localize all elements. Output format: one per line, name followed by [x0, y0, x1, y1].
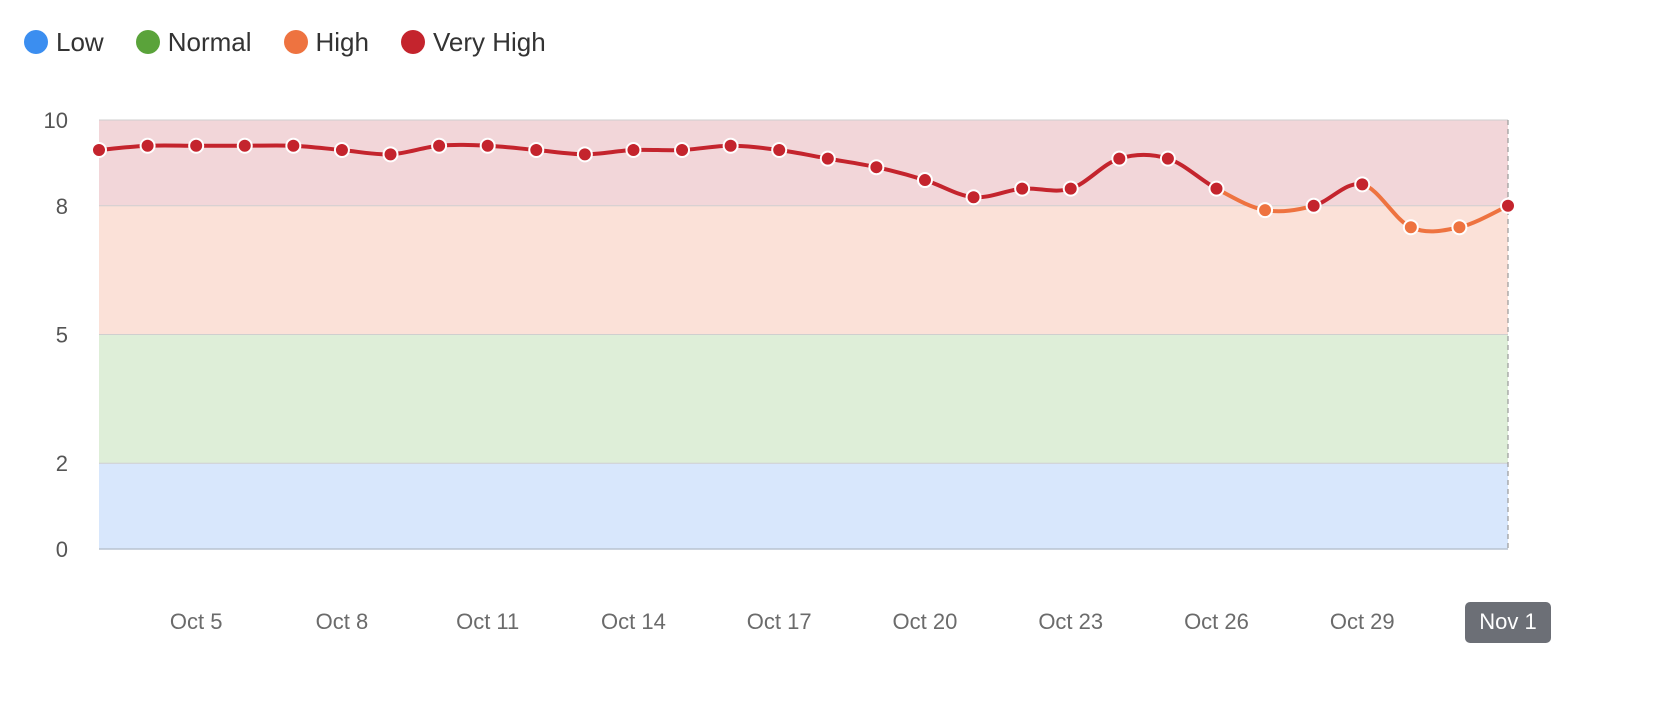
y-tick-label: 5 [56, 323, 68, 348]
legend-label-low: Low [56, 26, 104, 57]
legend-dot-low [24, 30, 48, 54]
band-normal [99, 334, 1508, 464]
legend-item-very-high[interactable]: Very High [400, 26, 546, 58]
highlight-chip [1465, 602, 1551, 643]
data-point[interactable] [771, 142, 788, 159]
highlight-label: Nov 1 [1479, 609, 1536, 634]
data-point[interactable] [1354, 176, 1371, 193]
legend-dot-normal [135, 30, 160, 54]
data-point[interactable] [236, 137, 253, 154]
x-tick-label: Oct 29 [1330, 609, 1395, 634]
data-point[interactable] [674, 142, 691, 159]
data-point[interactable] [1402, 219, 1419, 236]
data-point[interactable] [333, 142, 350, 159]
chart-legend: Low Normal High Very High [24, 22, 546, 62]
data-point[interactable] [285, 137, 302, 154]
grid-lines [99, 119, 1509, 550]
x-tick-label: Oct 26 [1184, 609, 1249, 634]
data-point[interactable] [1305, 197, 1322, 214]
x-tick-label: Oct 17 [747, 609, 812, 634]
data-point[interactable] [1159, 150, 1176, 167]
data-point[interactable] [139, 137, 156, 154]
x-tick-label: Oct 14 [601, 609, 666, 634]
data-point[interactable] [868, 159, 885, 176]
data-point[interactable] [916, 172, 933, 189]
band-very-high [99, 120, 1508, 206]
data-point[interactable] [91, 142, 107, 159]
legend-dot-high [283, 30, 308, 54]
y-axis-ticks: 0 2 5 8 10 [44, 108, 68, 562]
legend-label-very-high: Very High [432, 26, 546, 57]
legend-item-normal[interactable]: Normal [135, 26, 252, 58]
data-point[interactable] [722, 137, 739, 154]
data-point[interactable] [1208, 180, 1225, 197]
x-axis-ticks: Oct 5 Oct 8 Oct 11 Oct 14 Oct 17 Oct 20 Oct 23… [170, 609, 1395, 634]
legend-label-normal: Normal [167, 26, 252, 57]
data-point[interactable] [1014, 180, 1031, 197]
data-point[interactable] [188, 137, 205, 154]
data-point[interactable] [576, 146, 593, 163]
threshold-bands [99, 120, 1508, 549]
data-point[interactable] [1257, 202, 1274, 219]
data-point[interactable] [528, 142, 545, 159]
data-point[interactable] [1111, 150, 1128, 167]
band-low [99, 463, 1508, 549]
x-tick-label: Oct 8 [316, 609, 369, 634]
y-tick-label: 8 [56, 194, 68, 219]
data-point[interactable] [965, 189, 982, 206]
x-axis-highlight: Nov 1 [1465, 602, 1551, 643]
data-point[interactable] [1500, 197, 1516, 214]
x-tick-label: Oct 5 [170, 609, 223, 634]
data-point[interactable] [382, 146, 399, 163]
legend-dot-very-high [400, 30, 425, 54]
legend-item-high[interactable]: High [283, 26, 369, 58]
data-point[interactable] [1062, 180, 1079, 197]
x-tick-label: Oct 20 [893, 609, 958, 634]
legend-label-high: High [315, 26, 369, 57]
y-tick-label: 10 [44, 108, 68, 133]
band-high [99, 205, 1508, 335]
data-point[interactable] [1451, 219, 1468, 236]
data-point[interactable] [819, 150, 836, 167]
data-point[interactable] [625, 142, 642, 159]
x-tick-label: Oct 23 [1038, 609, 1103, 634]
x-tick-label: Oct 11 [456, 609, 519, 634]
data-points[interactable] [91, 137, 1516, 236]
data-point[interactable] [431, 137, 448, 154]
legend-item-low[interactable]: Low [24, 27, 104, 58]
data-point[interactable] [479, 137, 496, 154]
y-tick-label: 2 [56, 451, 68, 476]
y-tick-label: 0 [56, 537, 68, 562]
